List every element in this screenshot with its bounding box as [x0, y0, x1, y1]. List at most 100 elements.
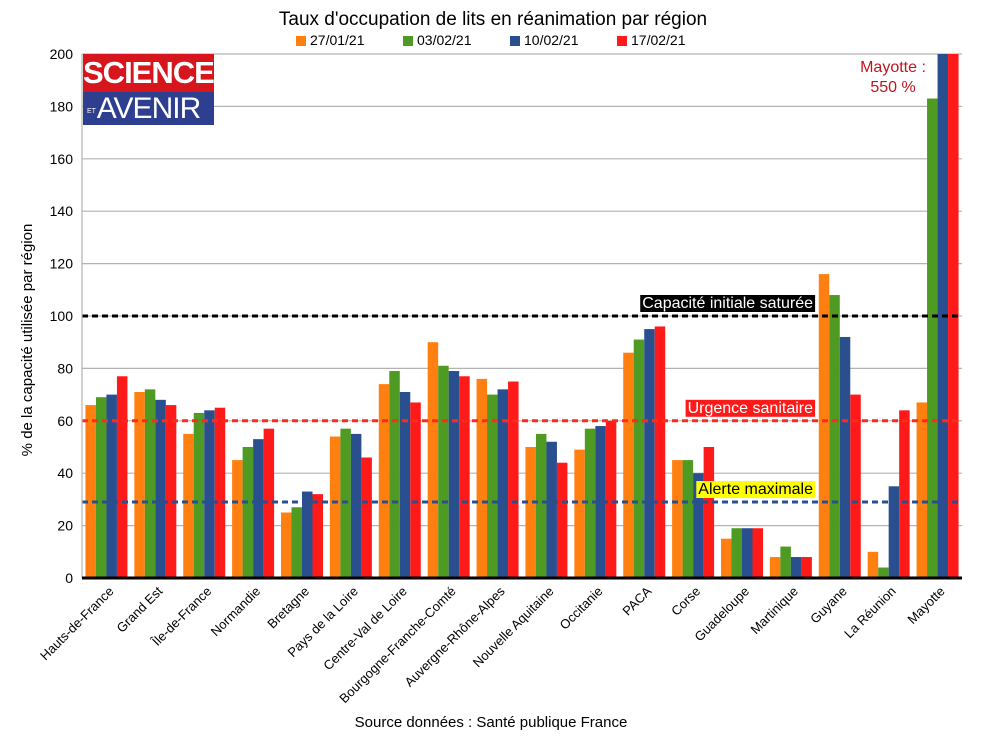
bar: [399, 391, 411, 578]
y-tick-label: 20: [57, 518, 73, 534]
x-tick-label: Normandie: [208, 584, 264, 640]
x-tick-label: Corse: [668, 584, 703, 619]
sciences-avenir-logo: SCIENCES ET AVENIR: [83, 54, 234, 125]
bar: [204, 410, 215, 578]
bar: [595, 426, 606, 578]
reference-line-label: Capacité initiale saturée: [642, 295, 813, 312]
source-text: Source données : Santé publique France: [355, 714, 628, 731]
y-tick-label: 0: [65, 570, 73, 586]
reference-label-background: [685, 399, 816, 417]
bar: [633, 339, 645, 578]
bar: [312, 494, 323, 578]
bar: [574, 449, 585, 578]
bar: [916, 402, 928, 578]
bar: [144, 389, 156, 578]
bar: [193, 412, 205, 578]
bar: [721, 538, 732, 578]
bar: [232, 460, 243, 578]
logo-sciences-text: SCIENCES: [83, 54, 234, 92]
bar: [281, 512, 292, 578]
reference-line-label: Urgence sanitaire: [688, 400, 814, 417]
bar: [605, 420, 617, 578]
x-tick-label: Bretagne: [264, 584, 312, 632]
bar: [85, 405, 96, 578]
bar: [839, 336, 851, 578]
bar: [253, 439, 264, 578]
y-tick-label: 200: [50, 46, 74, 62]
y-tick-label: 140: [50, 203, 74, 219]
bar: [546, 441, 557, 578]
bar: [214, 407, 226, 578]
legend-label: 03/02/21: [417, 32, 472, 48]
mayotte-annotation-line1: Mayotte :: [860, 59, 926, 76]
bar: [106, 394, 117, 578]
bar: [302, 491, 313, 578]
bar: [497, 389, 509, 578]
mayotte-annotation-line2: 550 %: [870, 79, 915, 96]
bar: [850, 394, 861, 578]
y-tick-label: 160: [50, 151, 74, 167]
bar: [291, 507, 302, 578]
bar: [134, 391, 145, 578]
y-tick-label: 40: [57, 465, 73, 481]
chart-title: Taux d'occupation de lits en réanimation…: [279, 9, 707, 30]
bar: [378, 384, 390, 578]
bar: [703, 447, 715, 578]
legend-swatch: [296, 36, 306, 46]
bar: [95, 397, 107, 578]
bar: [487, 394, 498, 578]
bar: [899, 410, 910, 578]
bar: [927, 98, 938, 578]
bar: [389, 371, 400, 578]
bar: [623, 352, 634, 578]
bar: [584, 428, 596, 578]
legend: 27/01/21 03/02/21 10/02/21 17/02/21: [296, 32, 686, 48]
y-tick-label: 60: [57, 413, 73, 429]
bar: [525, 447, 536, 578]
x-tick-label: La Réunion: [841, 584, 899, 642]
legend-label: 27/01/21: [310, 32, 365, 48]
bar: [350, 433, 362, 578]
y-axis-label: % de la capacité utilisée par région: [19, 224, 36, 457]
bar: [867, 551, 879, 578]
bar: [878, 567, 889, 578]
logo-et-text: ET: [87, 108, 96, 115]
bar: [752, 528, 763, 578]
bar: [769, 557, 781, 578]
bar: [742, 528, 753, 578]
bar: [801, 557, 812, 578]
x-tick-label: PACA: [619, 583, 654, 618]
bar: [329, 436, 341, 578]
bar: [535, 433, 547, 578]
bar: [682, 460, 694, 578]
bar: [654, 326, 666, 578]
reference-label-background: [640, 295, 816, 312]
bar: [427, 342, 439, 578]
y-axis: 0 20 40 60 80 100 120 140 160 180 200: [50, 46, 83, 586]
bar: [476, 378, 488, 578]
bar: [263, 428, 275, 578]
x-tick-label: Martinique: [747, 584, 801, 638]
bar: [459, 376, 470, 578]
bar: [508, 381, 519, 578]
bars: [85, 54, 959, 578]
bar: [361, 457, 372, 578]
bar: [116, 376, 128, 578]
legend-swatch: [617, 36, 627, 46]
bar: [242, 447, 254, 578]
bar: [888, 486, 900, 578]
bar: [556, 462, 568, 578]
reference-line-label: Alerte maximale: [698, 481, 813, 498]
x-tick-label: Grand Est: [113, 583, 165, 635]
bar: [731, 528, 742, 578]
bar: [780, 546, 791, 578]
bar: [410, 402, 421, 578]
x-tick-label: Guyane: [807, 584, 850, 627]
bar: [448, 371, 460, 578]
bar: [818, 274, 830, 578]
bar: [183, 433, 194, 578]
bar: [672, 460, 683, 578]
y-tick-label: 80: [57, 360, 73, 376]
